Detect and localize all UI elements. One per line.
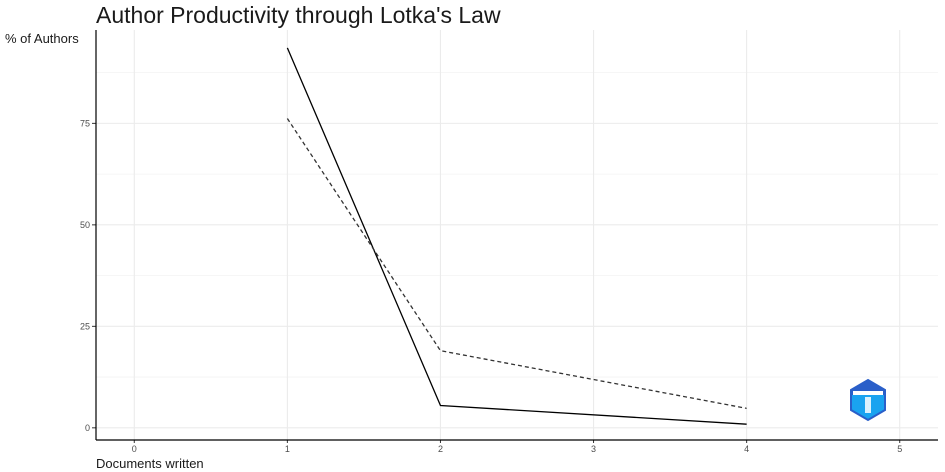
theoretical-series-line — [286, 118, 747, 409]
y-tick-label: 25 — [80, 321, 90, 331]
y-axis-label: % of Authors — [5, 31, 79, 46]
x-tick-label: 3 — [591, 444, 596, 454]
x-tick-label: 0 — [132, 444, 137, 454]
bibliometrix-logo — [850, 378, 886, 422]
x-tick-label: 5 — [897, 444, 902, 454]
x-tick-label: 4 — [744, 444, 749, 454]
observed-series-line — [286, 47, 747, 425]
logo-tower — [865, 397, 871, 413]
y-tick-label: 0 — [85, 423, 90, 433]
y-tick-label: 50 — [80, 220, 90, 230]
y-tick-label: 75 — [80, 118, 90, 128]
logo-banner — [853, 391, 883, 395]
x-tick-label: 2 — [438, 444, 443, 454]
chart-title: Author Productivity through Lotka's Law — [96, 2, 501, 28]
x-tick-label: 1 — [285, 444, 290, 454]
x-axis-label: Documents written — [96, 456, 204, 471]
